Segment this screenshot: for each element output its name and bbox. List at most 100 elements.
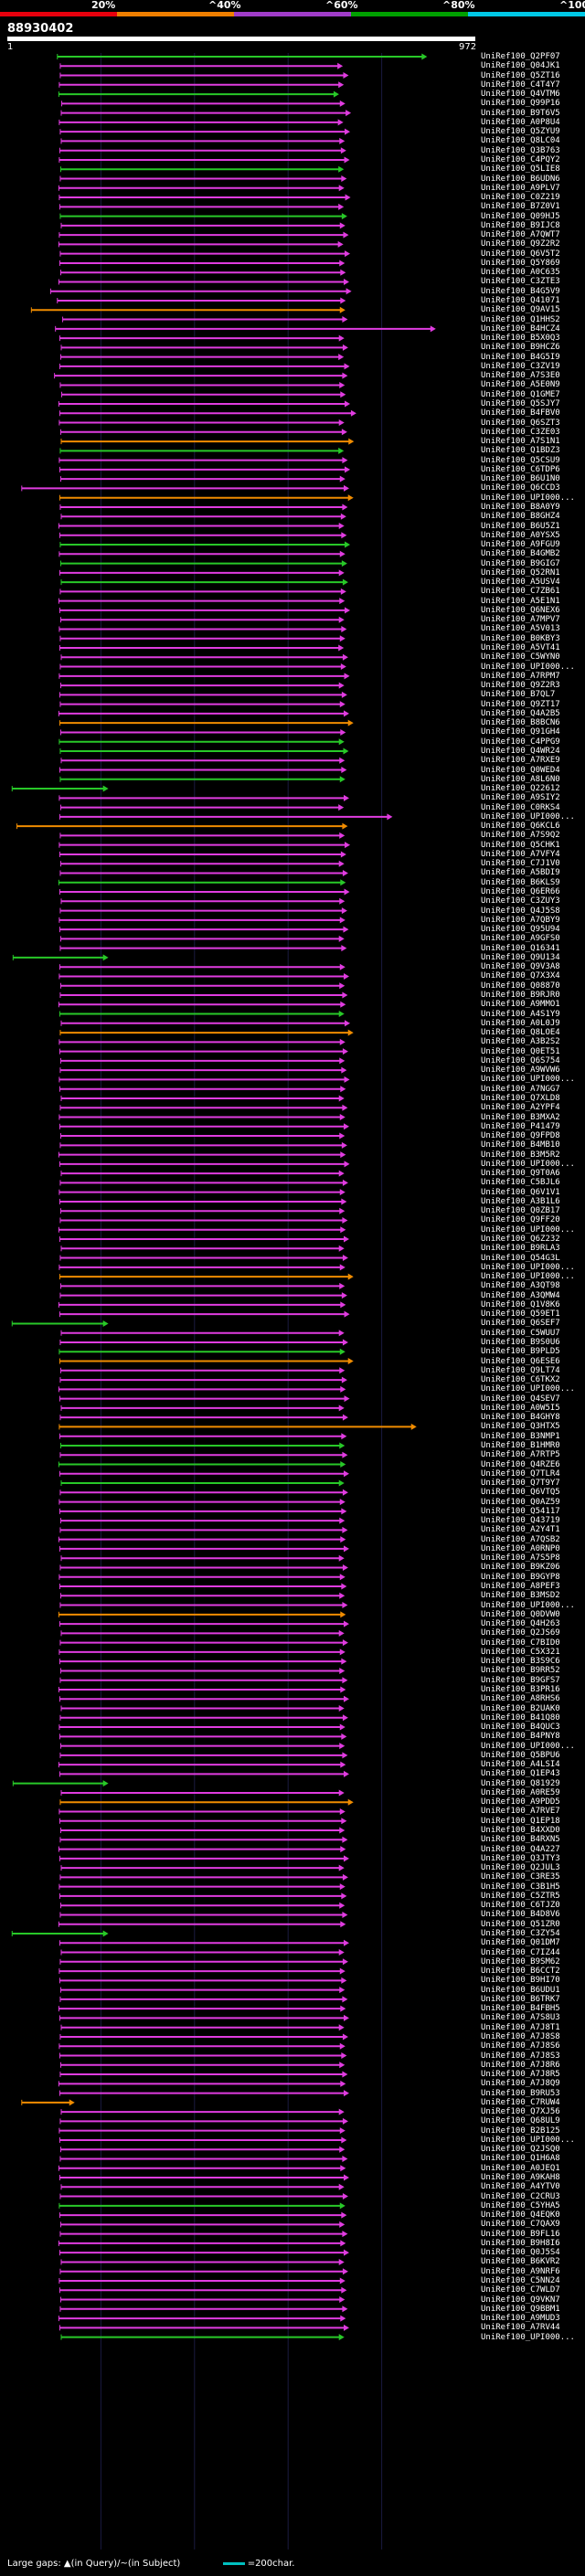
- hit-label[interactable]: UniRef100_A7RVE7: [481, 1807, 560, 1817]
- hit-label[interactable]: UniRef100_B8GHZ4: [481, 512, 560, 522]
- hit-label[interactable]: UniRef100_A7QWT7: [481, 230, 560, 240]
- hit-label[interactable]: UniRef100_Q52RN1: [481, 567, 560, 578]
- hit-label[interactable]: UniRef100_B9H8I6: [481, 2238, 560, 2248]
- hit-label[interactable]: UniRef100_A7J8T1: [481, 2022, 560, 2032]
- hit-label[interactable]: UniRef100_B7QL7: [481, 690, 556, 700]
- hit-label[interactable]: UniRef100_B6UDN6: [481, 174, 560, 184]
- hit-label[interactable]: UniRef100_A9FGU9: [481, 540, 560, 550]
- hit-label[interactable]: UniRef100_A8L6N0: [481, 774, 560, 784]
- hit-label[interactable]: UniRef100_Q51ZR0: [481, 1919, 560, 1929]
- hit-label[interactable]: UniRef100_C7J1V0: [481, 859, 560, 869]
- hit-label[interactable]: UniRef100_UPI000...: [481, 811, 575, 822]
- hit-label[interactable]: UniRef100_B6TRK7: [481, 1994, 560, 2004]
- hit-label[interactable]: UniRef100_B0KBY3: [481, 633, 560, 643]
- hit-label[interactable]: UniRef100_Q9BBM1: [481, 2304, 560, 2314]
- hit-label[interactable]: UniRef100_C6TJZ0: [481, 1901, 560, 1911]
- hit-label[interactable]: UniRef100_A7MPV7: [481, 615, 560, 625]
- hit-label[interactable]: UniRef100_C5BJL6: [481, 1178, 560, 1188]
- hit-label[interactable]: UniRef100_B4GHY8: [481, 1413, 560, 1423]
- hit-label[interactable]: UniRef100_UPI000...: [481, 2332, 575, 2342]
- hit-label[interactable]: UniRef100_A9WVW6: [481, 1065, 560, 1076]
- hit-label[interactable]: UniRef100_Q3JTY3: [481, 1853, 560, 1863]
- hit-label[interactable]: UniRef100_Q6VTQ5: [481, 1488, 560, 1498]
- hit-label[interactable]: UniRef100_Q54117: [481, 1506, 560, 1516]
- hit-label[interactable]: UniRef100_C7BID0: [481, 1638, 560, 1648]
- hit-label[interactable]: UniRef100_Q1BDZ3: [481, 446, 560, 456]
- hit-label[interactable]: UniRef100_Q7XLD8: [481, 1093, 560, 1103]
- hit-label[interactable]: UniRef100_Q6V5T2: [481, 249, 560, 259]
- hit-label[interactable]: UniRef100_B6UDU1: [481, 1985, 560, 1995]
- hit-label[interactable]: UniRef100_B4XXD0: [481, 1826, 560, 1836]
- hit-label[interactable]: UniRef100_Q0ZB17: [481, 1206, 560, 1216]
- hit-label[interactable]: UniRef100_A4YTV0: [481, 2182, 560, 2192]
- hit-label[interactable]: UniRef100_A7RV44: [481, 2323, 560, 2333]
- hit-label[interactable]: UniRef100_C7RUW4: [481, 2097, 560, 2107]
- hit-label[interactable]: UniRef100_B8BCN6: [481, 718, 560, 728]
- hit-label[interactable]: UniRef100_Q9FPD8: [481, 1131, 560, 1141]
- hit-label[interactable]: UniRef100_Q6Z232: [481, 1235, 560, 1245]
- hit-label[interactable]: UniRef100_A3QMW4: [481, 1290, 560, 1300]
- hit-label[interactable]: UniRef100_B4FBV0: [481, 408, 560, 419]
- hit-label[interactable]: UniRef100_B9GIG7: [481, 558, 560, 568]
- hit-label[interactable]: UniRef100_A7S9Q2: [481, 831, 560, 841]
- hit-label[interactable]: UniRef100_C4PPG9: [481, 737, 560, 747]
- hit-label[interactable]: UniRef100_Q6S754: [481, 1055, 560, 1065]
- hit-label[interactable]: UniRef100_B3M5R2: [481, 1150, 560, 1160]
- hit-label[interactable]: UniRef100_B9RU53: [481, 2088, 560, 2098]
- hit-label[interactable]: UniRef100_A4S1Y9: [481, 1009, 560, 1019]
- hit-label[interactable]: UniRef100_Q2JUL3: [481, 1863, 560, 1873]
- hit-label[interactable]: UniRef100_A0YSX5: [481, 530, 560, 540]
- hit-label[interactable]: UniRef100_Q1EP18: [481, 1816, 560, 1826]
- hit-label[interactable]: UniRef100_A9MUD3: [481, 2314, 560, 2324]
- hit-label[interactable]: UniRef100_A9NRF6: [481, 2266, 560, 2276]
- hit-label[interactable]: UniRef100_Q3HTX5: [481, 1422, 560, 1432]
- hit-label[interactable]: UniRef100_A5V013: [481, 624, 560, 634]
- hit-label[interactable]: UniRef100_B4MB10: [481, 1140, 560, 1150]
- hit-label[interactable]: UniRef100_A7RXE9: [481, 756, 560, 766]
- hit-label[interactable]: UniRef100_C6TDP6: [481, 464, 560, 474]
- hit-label[interactable]: UniRef100_C3ZUY3: [481, 896, 560, 906]
- hit-label[interactable]: UniRef100_B41Q80: [481, 1712, 560, 1723]
- hit-label[interactable]: UniRef100_B4PNY8: [481, 1732, 560, 1742]
- hit-label[interactable]: UniRef100_UPI000...: [481, 1224, 575, 1235]
- hit-label[interactable]: UniRef100_Q81929: [481, 1778, 560, 1788]
- hit-label[interactable]: UniRef100_UPI000...: [481, 1159, 575, 1169]
- hit-label[interactable]: UniRef100_Q08870: [481, 981, 560, 991]
- hit-label[interactable]: UniRef100_Q9AV15: [481, 305, 560, 315]
- hit-label[interactable]: UniRef100_Q1HHS2: [481, 314, 560, 324]
- hit-label[interactable]: UniRef100_B9FL16: [481, 2229, 560, 2239]
- hit-label[interactable]: UniRef100_C5WUU7: [481, 1328, 560, 1338]
- hit-label[interactable]: UniRef100_Q04JK1: [481, 61, 560, 71]
- hit-label[interactable]: UniRef100_Q6CCD3: [481, 483, 560, 493]
- hit-label[interactable]: UniRef100_C3ZY54: [481, 1929, 560, 1938]
- hit-label[interactable]: UniRef100_B3NMP1: [481, 1431, 560, 1441]
- hit-label[interactable]: UniRef100_B9HI70: [481, 1976, 560, 1986]
- hit-label[interactable]: UniRef100_B9T6V5: [481, 108, 560, 118]
- hit-label[interactable]: UniRef100_C4PQY2: [481, 154, 560, 164]
- hit-label[interactable]: UniRef100_C3B1H5: [481, 1882, 560, 1892]
- hit-label[interactable]: UniRef100_Q01DM7: [481, 1938, 560, 1948]
- hit-label[interactable]: UniRef100_A7S3E0: [481, 371, 560, 381]
- hit-label[interactable]: UniRef100_Q5ZYU9: [481, 127, 560, 137]
- hit-label[interactable]: UniRef100_A8RHS6: [481, 1694, 560, 1704]
- hit-label[interactable]: UniRef100_Q9V3A8: [481, 962, 560, 972]
- hit-label[interactable]: UniRef100_Q91GH4: [481, 727, 560, 737]
- hit-label[interactable]: UniRef100_UPI000...: [481, 1262, 575, 1272]
- hit-label[interactable]: UniRef100_Q0J5S4: [481, 2248, 560, 2258]
- hit-label[interactable]: UniRef100_B5X0Q3: [481, 334, 560, 344]
- hit-label[interactable]: UniRef100_UPI000...: [481, 1600, 575, 1610]
- hit-label[interactable]: UniRef100_A0L0J9: [481, 1018, 560, 1028]
- hit-label[interactable]: UniRef100_B3MSD2: [481, 1591, 560, 1601]
- hit-label[interactable]: UniRef100_Q2JS69: [481, 1628, 560, 1638]
- hit-label[interactable]: UniRef100_Q6SEF7: [481, 1319, 560, 1329]
- hit-label[interactable]: UniRef100_B6U1N0: [481, 474, 560, 484]
- hit-label[interactable]: UniRef100_C5WYN0: [481, 652, 560, 663]
- hit-label[interactable]: UniRef100_B3S9C6: [481, 1657, 560, 1667]
- hit-label[interactable]: UniRef100_B4FBH5: [481, 2004, 560, 2014]
- hit-label[interactable]: UniRef100_B6CCT2: [481, 1966, 560, 1977]
- hit-label[interactable]: UniRef100_A9PDD5: [481, 1797, 560, 1807]
- hit-label[interactable]: UniRef100_Q9LT74: [481, 1365, 560, 1375]
- hit-label[interactable]: UniRef100_Q0WED4: [481, 765, 560, 775]
- hit-label[interactable]: UniRef100_Q2JSQ0: [481, 2145, 560, 2155]
- hit-label[interactable]: UniRef100_C7QAX9: [481, 2220, 560, 2230]
